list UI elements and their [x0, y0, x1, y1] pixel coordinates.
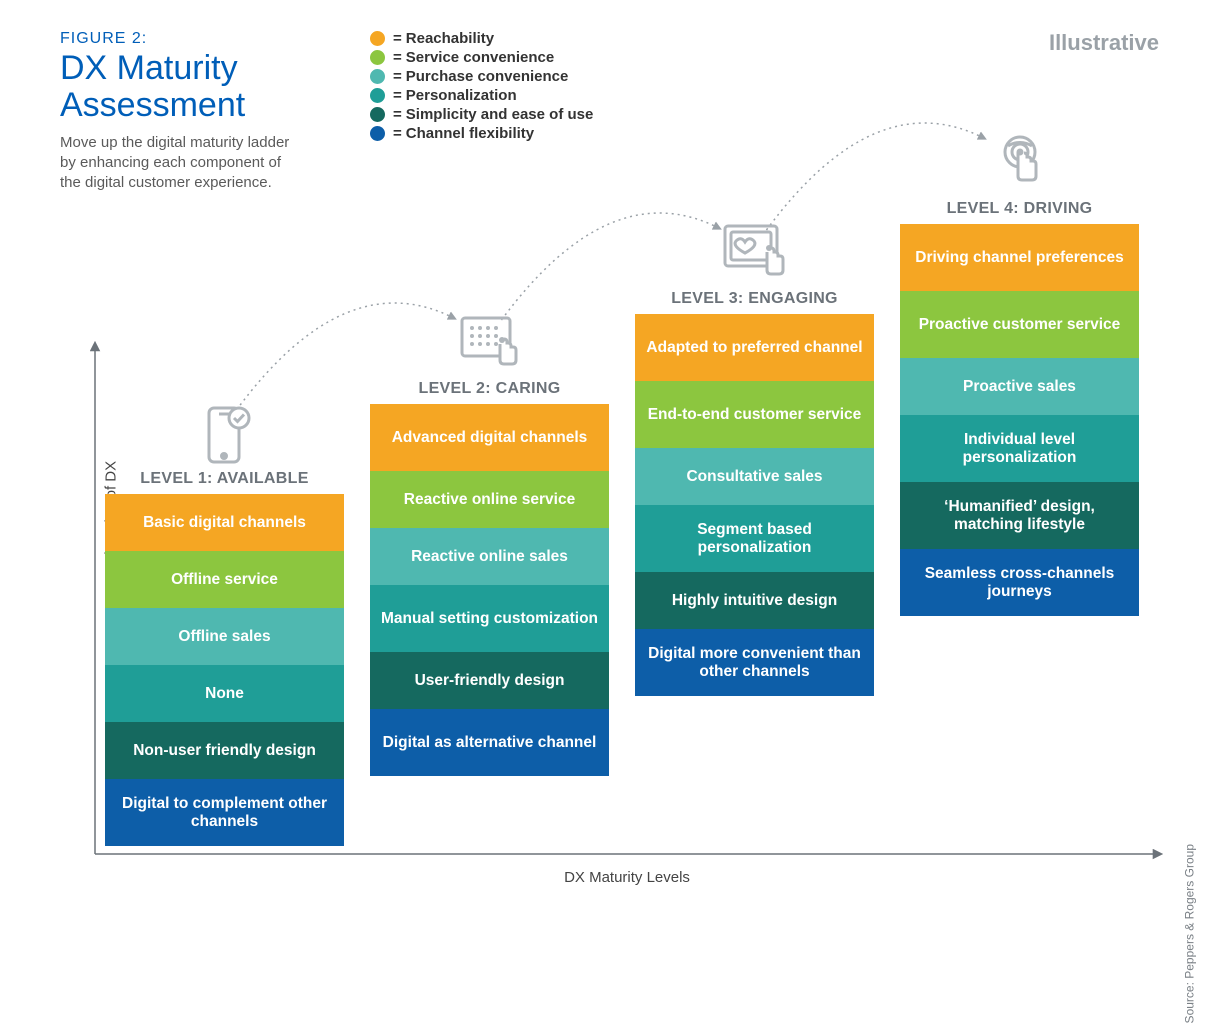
legend-label: Reachability [406, 30, 494, 47]
legend-item: =Channel flexibility [370, 125, 593, 142]
maturity-column: LEVEL 3: ENGAGING Adapted to preferred ch… [635, 220, 874, 846]
legend-equals: = [393, 49, 402, 66]
segment: None [105, 665, 344, 722]
segment: ‘Humanified’ design, matching lifestyle [900, 482, 1139, 549]
segment: Advanced digital channels [370, 404, 609, 471]
segment: Reactive online sales [370, 528, 609, 585]
column-header: LEVEL 2: CARING [370, 380, 609, 398]
maturity-column: LEVEL 4: DRIVING Driving channel preferen… [900, 130, 1139, 846]
segment-stack: Adapted to preferred channelEnd-to-end c… [635, 314, 874, 696]
segment: End-to-end customer service [635, 381, 874, 448]
segment: Offline service [105, 551, 344, 608]
source-label: Source: Peppers & Rogers Group [1182, 844, 1196, 1023]
column-header: LEVEL 3: ENGAGING [635, 290, 874, 308]
segment: Digital more convenient than other chann… [635, 629, 874, 696]
heart-screen-hand-icon [635, 220, 874, 286]
columns: LEVEL 1: AVAILABLE Basic digital channels… [105, 360, 1139, 846]
legend-item: =Reachability [370, 30, 593, 47]
legend-dot-icon [370, 50, 385, 65]
subtitle: Move up the digital maturity ladder by e… [60, 133, 300, 194]
segment: Segment based personalization [635, 505, 874, 572]
segment: Digital to complement other channels [105, 779, 344, 846]
segment: Individual level personalization [900, 415, 1139, 482]
legend-equals: = [393, 30, 402, 47]
legend-item: =Purchase convenience [370, 68, 593, 85]
touch-ripple-icon [900, 130, 1139, 196]
legend: =Reachability=Service convenience=Purcha… [370, 30, 593, 144]
segment: Basic digital channels [105, 494, 344, 551]
column-header: LEVEL 4: DRIVING [900, 200, 1139, 218]
figure-label: FIGURE 2: [60, 30, 320, 48]
segment: Highly intuitive design [635, 572, 874, 629]
legend-item: =Service convenience [370, 49, 593, 66]
legend-equals: = [393, 125, 402, 142]
segment: Adapted to preferred channel [635, 314, 874, 381]
segment: Manual setting customization [370, 585, 609, 652]
legend-label: Personalization [406, 87, 517, 104]
legend-label: Channel flexibility [406, 125, 534, 142]
legend-item: =Personalization [370, 87, 593, 104]
segment: Proactive customer service [900, 291, 1139, 358]
legend-label: Service convenience [406, 49, 554, 66]
segment: Seamless cross-channels journeys [900, 549, 1139, 616]
legend-equals: = [393, 68, 402, 85]
illustrative-label: Illustrative [1049, 30, 1159, 56]
chart: Strategic Value of DX DX Maturity Levels… [95, 210, 1159, 854]
phone-check-icon [105, 400, 344, 466]
title-block: FIGURE 2: DX Maturity Assessment Move up… [60, 30, 320, 194]
segment: Offline sales [105, 608, 344, 665]
legend-dot-icon [370, 88, 385, 103]
legend-dot-icon [370, 31, 385, 46]
keypad-hand-icon [370, 310, 609, 376]
segment: Digital as alternative channel [370, 709, 609, 776]
legend-item: =Simplicity and ease of use [370, 106, 593, 123]
column-header: LEVEL 1: AVAILABLE [105, 470, 344, 488]
legend-dot-icon [370, 69, 385, 84]
maturity-column: LEVEL 2: CARING Advanced digital channels… [370, 310, 609, 846]
segment: Driving channel preferences [900, 224, 1139, 291]
legend-equals: = [393, 106, 402, 123]
segment: Consultative sales [635, 448, 874, 505]
legend-label: Simplicity and ease of use [406, 106, 594, 123]
legend-label: Purchase convenience [406, 68, 569, 85]
segment: Proactive sales [900, 358, 1139, 415]
segment-stack: Advanced digital channelsReactive online… [370, 404, 609, 776]
segment: Non-user friendly design [105, 722, 344, 779]
page-title: DX Maturity Assessment [60, 50, 320, 125]
legend-dot-icon [370, 126, 385, 141]
segment-stack: Basic digital channelsOffline serviceOff… [105, 494, 344, 846]
segment-stack: Driving channel preferencesProactive cus… [900, 224, 1139, 616]
x-axis-label: DX Maturity Levels [95, 869, 1159, 886]
legend-equals: = [393, 87, 402, 104]
segment: Reactive online service [370, 471, 609, 528]
segment: User-friendly design [370, 652, 609, 709]
maturity-column: LEVEL 1: AVAILABLE Basic digital channels… [105, 400, 344, 846]
legend-dot-icon [370, 107, 385, 122]
